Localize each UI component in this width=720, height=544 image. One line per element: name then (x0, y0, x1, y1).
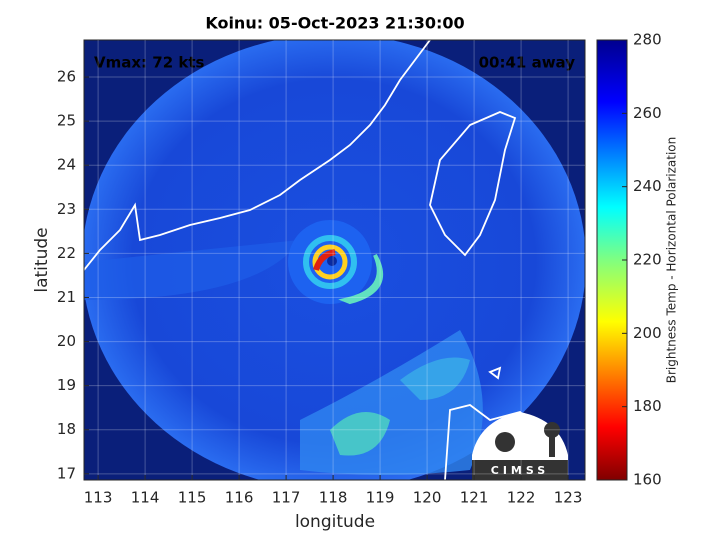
colorbar-tick-label: 200 (633, 324, 662, 342)
x-tick-label: 119 (366, 489, 395, 507)
x-tick-label: 122 (507, 489, 536, 507)
colorbar-tick-label: 280 (633, 31, 662, 49)
x-tick-label: 114 (131, 489, 160, 507)
x-tick-label: 121 (460, 489, 489, 507)
y-tick-label: 23 (57, 200, 76, 218)
colorbar-label: Brightness Temp - Horizontal Polarizatio… (665, 137, 679, 384)
y-tick-label: 25 (57, 112, 76, 130)
logo: CIMSS (472, 412, 568, 480)
x-tick-label: 118 (319, 489, 348, 507)
colorbar-tick-label: 220 (633, 251, 662, 269)
y-tick-label: 17 (57, 464, 76, 482)
distance-label: 00:41 away (479, 54, 576, 72)
y-tick-label: 20 (57, 332, 76, 350)
x-tick-label: 115 (178, 489, 207, 507)
colorbar-tick-label: 160 (633, 471, 662, 489)
logo-text: CIMSS (491, 464, 549, 477)
vmax-label: Vmax: 72 kts (94, 54, 204, 72)
y-tick-label: 18 (57, 420, 76, 438)
y-tick-label: 22 (57, 244, 76, 262)
colorbar-tick-label: 240 (633, 177, 662, 195)
title: Koinu: 05-Oct-2023 21:30:00 (205, 14, 464, 33)
x-axis-label: longitude (295, 512, 375, 532)
colorbar-tick-label: 180 (633, 397, 662, 415)
map-image (84, 40, 585, 480)
colorbar-tick-label: 260 (633, 104, 662, 122)
y-tick-label: 19 (57, 376, 76, 394)
y-tick-label: 24 (57, 156, 76, 174)
x-tick-label: 120 (413, 489, 442, 507)
y-axis-label: latitude (32, 227, 52, 292)
plot-frame (83, 39, 586, 481)
x-tick-label: 116 (225, 489, 254, 507)
y-tick-label: 21 (57, 288, 76, 306)
x-tick-label: 113 (84, 489, 113, 507)
y-tick-label: 26 (57, 68, 76, 86)
x-tick-label: 117 (272, 489, 301, 507)
x-tick-label: 123 (554, 489, 583, 507)
